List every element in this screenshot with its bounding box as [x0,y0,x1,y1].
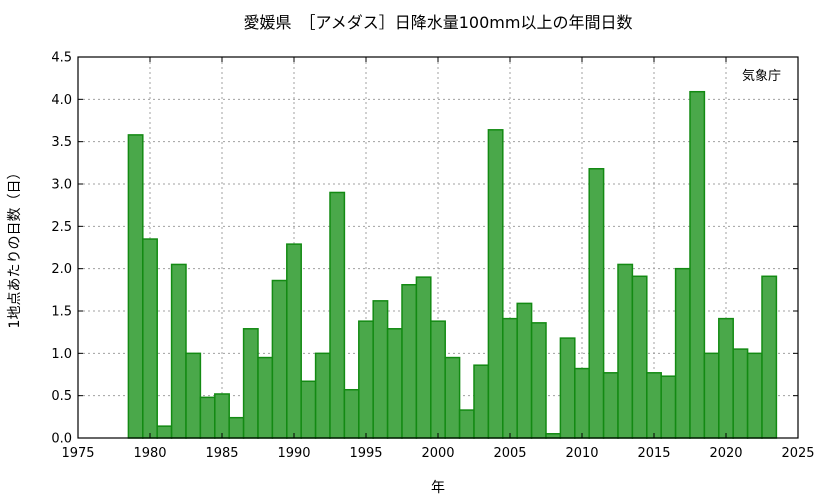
bar-1980 [142,238,158,439]
bar-2021 [732,348,749,439]
bar-1992 [314,352,331,439]
y-tick-label: 3.0 [51,178,72,193]
bar-2015 [646,372,662,439]
bars-layer [127,90,778,439]
bar-1986 [228,416,245,439]
bar-1995 [358,320,374,439]
x-tick-label: 2015 [637,446,670,461]
bar-2002 [458,409,475,439]
bar-1997 [386,328,403,439]
bar-2009 [559,337,576,439]
bar-2004 [487,129,504,439]
bar-2000 [430,320,446,439]
bar-1981 [156,425,173,439]
bar-2016 [660,375,677,439]
bar-2017 [674,267,691,439]
y-tick-label: 4.5 [51,51,72,66]
x-axis-label: 年 [431,480,445,496]
bar-1979 [127,134,144,439]
ticks-layer: 0.0 0.5 1.0 1.5 2.0 2.5 3.0 3.5 4.0 4.5 1975 1980 19… [51,51,814,462]
bar-1983 [185,352,202,439]
bar-1991 [300,380,317,439]
bar-1999 [415,276,432,439]
y-tick-label: 1.5 [51,305,72,320]
bar-2007 [530,322,547,439]
y-tick-label: 0.0 [51,432,72,447]
y-tick-label: 3.5 [51,135,72,150]
bar-1996 [372,300,389,439]
bar-2014 [631,275,648,439]
bar-1982 [170,263,187,439]
bar-2022 [746,352,763,439]
y-tick-label: 4.0 [51,93,72,108]
bar-2010 [574,367,590,439]
credit-label: 気象庁 [742,68,781,84]
y-axis-label: 1地点あたりの日数（日） [7,166,23,329]
bar-2023 [761,275,778,439]
bar-1989 [271,279,288,439]
bar-2006 [516,302,533,439]
bar-1984 [199,396,216,439]
x-tick-label: 2000 [421,446,454,461]
bar-1987 [242,328,259,439]
bar-2019 [703,352,720,439]
bar-1990 [286,243,302,439]
y-tick-label: 2.5 [51,220,72,235]
x-tick-label: 2020 [709,446,742,461]
x-tick-label: 1980 [133,446,166,461]
x-tick-label: 1990 [277,446,310,461]
bar-2011 [588,168,605,439]
y-tick-label: 2.0 [51,262,72,277]
x-tick-label: 1995 [349,446,382,461]
y-tick-label: 0.5 [51,389,72,404]
bar-2001 [444,356,461,439]
bar-1988 [257,356,274,439]
x-tick-label: 1975 [61,446,94,461]
bar-1994 [343,388,360,439]
bar-2020 [718,317,734,439]
y-tick-label: 1.0 [51,347,72,362]
bar-1998 [401,284,418,439]
bar-2018 [689,90,706,439]
bar-1993 [329,191,346,439]
x-tick-label: 1985 [205,446,238,461]
x-tick-label: 2005 [493,446,526,461]
bar-2005 [502,317,518,439]
bar-2013 [617,263,634,439]
bar-2012 [602,372,619,439]
bar-2008 [545,433,562,439]
x-tick-label: 2025 [781,446,814,461]
x-tick-label: 2010 [565,446,598,461]
chart-title: 愛媛県 ［アメダス］日降水量100mm以上の年間日数 [244,13,633,32]
bar-2003 [473,364,490,439]
bar-1985 [214,393,230,439]
